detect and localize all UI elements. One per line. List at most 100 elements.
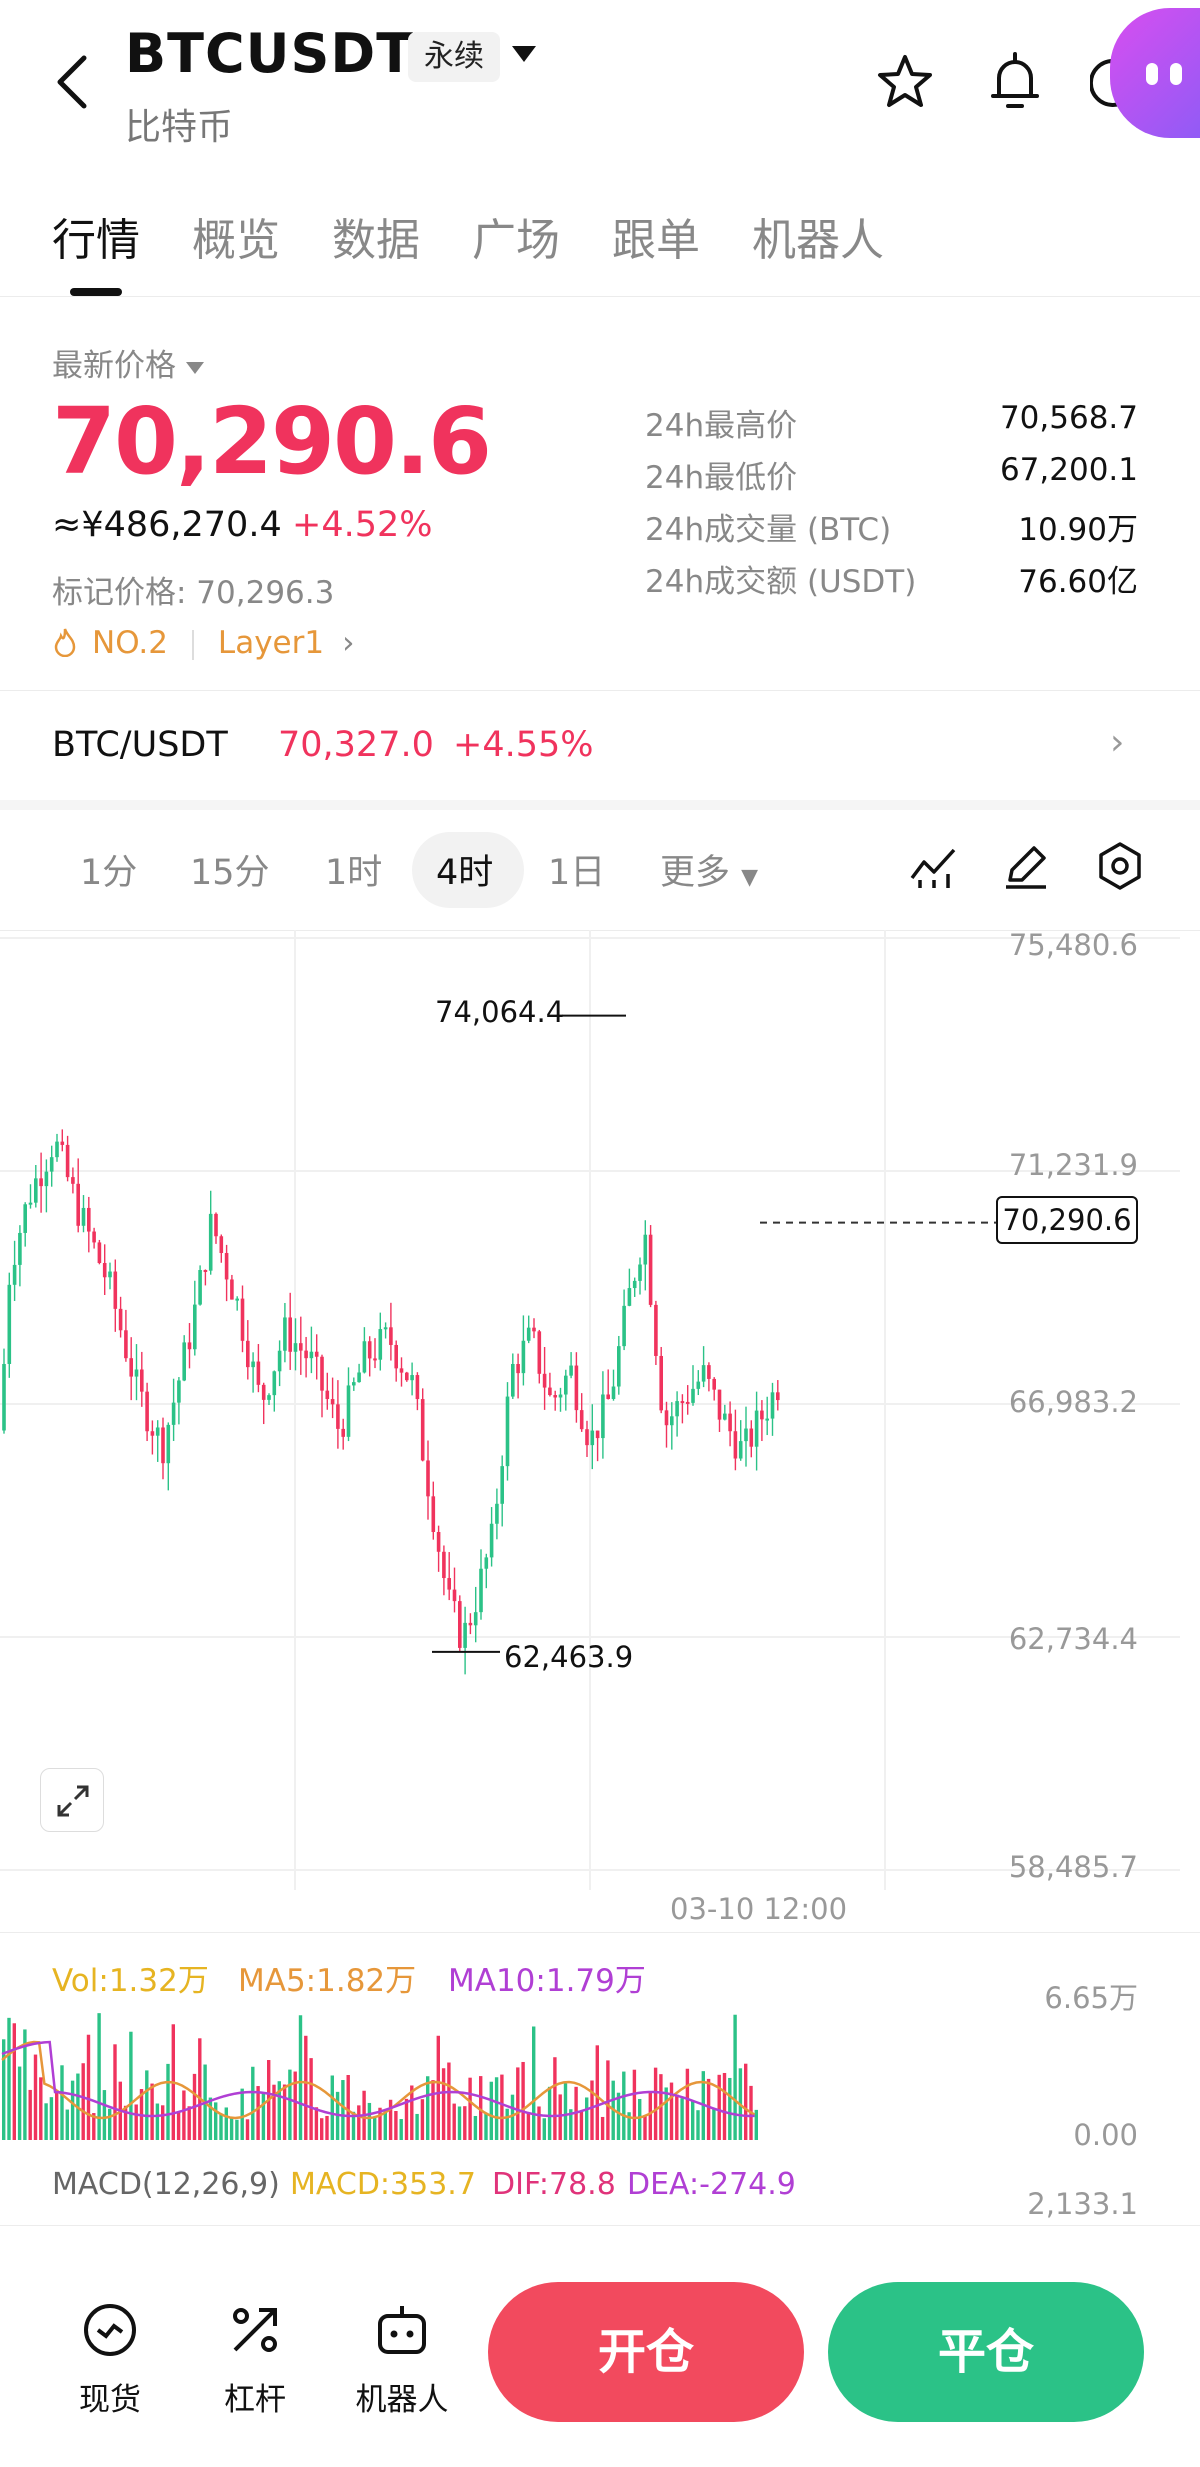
tab-data[interactable]: 数据 (332, 215, 420, 266)
stat-high-value: 70,568.7 (999, 400, 1138, 436)
volume-bar (669, 2082, 674, 2140)
volume-bar (293, 2071, 297, 2140)
candle-body (108, 1271, 112, 1278)
interval-more[interactable]: 更多 ▼ (660, 853, 759, 893)
interval-1d[interactable]: 1日 (548, 853, 606, 893)
stat-turnover-label: 24h成交额 (USDT) (645, 564, 917, 600)
volume-bar (251, 2066, 255, 2140)
nav-leverage[interactable]: 杠杆 (195, 2300, 315, 2419)
cny-price: ≈¥486,270.4 (52, 505, 282, 545)
volume-bar (643, 2115, 647, 2140)
volume-bar (468, 2077, 472, 2140)
candle-body (293, 1343, 298, 1352)
candle-body (479, 1568, 483, 1613)
candlestick-chart[interactable] (0, 930, 1180, 1890)
volume-bar (494, 2077, 499, 2140)
stat-low-label: 24h最低价 (645, 460, 798, 496)
interval-1m[interactable]: 1分 (80, 853, 138, 893)
draw-pencil-icon[interactable] (1000, 840, 1052, 892)
last-price-selector[interactable]: 最新价格 (52, 340, 204, 385)
high-price-marker: 74,064.4 (435, 995, 565, 1029)
ranking-tags[interactable]: NO.2 Layer1 › (52, 625, 354, 661)
candle-body (7, 1284, 12, 1364)
volume-bar (123, 2105, 128, 2140)
volume-bar (691, 2101, 695, 2140)
volume-bar (235, 2119, 239, 2140)
candle-body (712, 1378, 716, 1390)
volume-bar (309, 2058, 313, 2140)
tab-copy-trade[interactable]: 跟单 (612, 215, 700, 266)
symbol-dropdown-icon[interactable] (512, 46, 536, 62)
candle-body (622, 1305, 626, 1347)
alert-bell-icon[interactable] (985, 50, 1045, 114)
volume-bar (410, 2085, 414, 2140)
volume-bar (616, 2092, 621, 2140)
candle-body (320, 1356, 324, 1391)
candle-body (638, 1264, 642, 1281)
volume-bar (314, 2107, 319, 2140)
volume-bar (706, 2078, 711, 2140)
favorite-star-icon[interactable] (875, 52, 935, 112)
volume-bar (330, 2075, 334, 2140)
volume-bar (224, 2107, 228, 2140)
volume-bar (558, 2094, 562, 2140)
volume-bar (304, 2035, 308, 2140)
candle-body (516, 1363, 520, 1374)
volume-bar (447, 2062, 451, 2140)
candle-body (251, 1361, 255, 1368)
open-position-button[interactable]: 开仓 (488, 2282, 804, 2422)
volume-bar (92, 2113, 96, 2140)
active-tab-indicator (70, 288, 122, 296)
candle-body (352, 1382, 356, 1386)
volume-bar (261, 2092, 266, 2140)
candle-body (102, 1263, 107, 1278)
volume-bar (229, 2117, 234, 2140)
volume-bar (272, 2084, 276, 2140)
volume-bar (33, 2054, 38, 2140)
assistant-bot-icon[interactable] (1110, 8, 1200, 138)
volume-bar (653, 2067, 658, 2140)
y-axis-label: 66,983.2 (1008, 1385, 1138, 1419)
symbol-title[interactable]: BTCUSDT (125, 22, 415, 85)
tab-market[interactable]: 行情 (52, 215, 140, 266)
tab-overview[interactable]: 概览 (192, 215, 280, 266)
macd-dea: DEA:-274.9 (627, 2167, 796, 2202)
contract-type-tag[interactable]: 永续 (408, 32, 500, 82)
volume-bar (744, 2063, 748, 2140)
macd-value: MACD:353.7 (290, 2167, 476, 2202)
y-axis-label: 58,485.7 (1008, 1850, 1138, 1884)
fullscreen-button[interactable] (40, 1768, 104, 1832)
candle-body (648, 1234, 653, 1305)
interval-15m[interactable]: 15分 (190, 853, 270, 893)
indicator-icon[interactable] (908, 840, 960, 892)
volume-bar (585, 2097, 589, 2140)
candle-body (240, 1298, 245, 1341)
nav-robot[interactable]: 机器人 (342, 2300, 462, 2419)
volume-bar (55, 2092, 59, 2140)
chart-settings-icon[interactable] (1094, 840, 1146, 892)
candle-body (367, 1341, 372, 1359)
candle-body (171, 1402, 176, 1425)
candle-body (452, 1589, 457, 1602)
stat-volume-value: 10.90万 (1018, 512, 1138, 548)
candle-body (431, 1496, 436, 1533)
candle-body (140, 1369, 144, 1392)
candle-body (203, 1270, 208, 1273)
volume-bar (214, 2102, 218, 2140)
close-position-button[interactable]: 平仓 (828, 2282, 1144, 2422)
tab-bots[interactable]: 机器人 (752, 215, 884, 266)
volume-bar (579, 2111, 584, 2140)
interval-4h[interactable]: 4时 (436, 853, 494, 893)
candle-body (261, 1384, 266, 1400)
volume-bar (569, 2109, 573, 2140)
tab-square[interactable]: 广场 (472, 215, 560, 266)
candle-body (113, 1271, 118, 1309)
volume-bar (441, 2068, 446, 2140)
volume-bar (622, 2071, 626, 2140)
candle-body (166, 1424, 171, 1464)
candle-body (675, 1401, 679, 1417)
back-arrow-icon[interactable] (48, 52, 98, 112)
nav-spot[interactable]: 现货 (50, 2300, 170, 2419)
interval-1h[interactable]: 1时 (325, 853, 383, 893)
volume-bar (357, 2105, 361, 2140)
